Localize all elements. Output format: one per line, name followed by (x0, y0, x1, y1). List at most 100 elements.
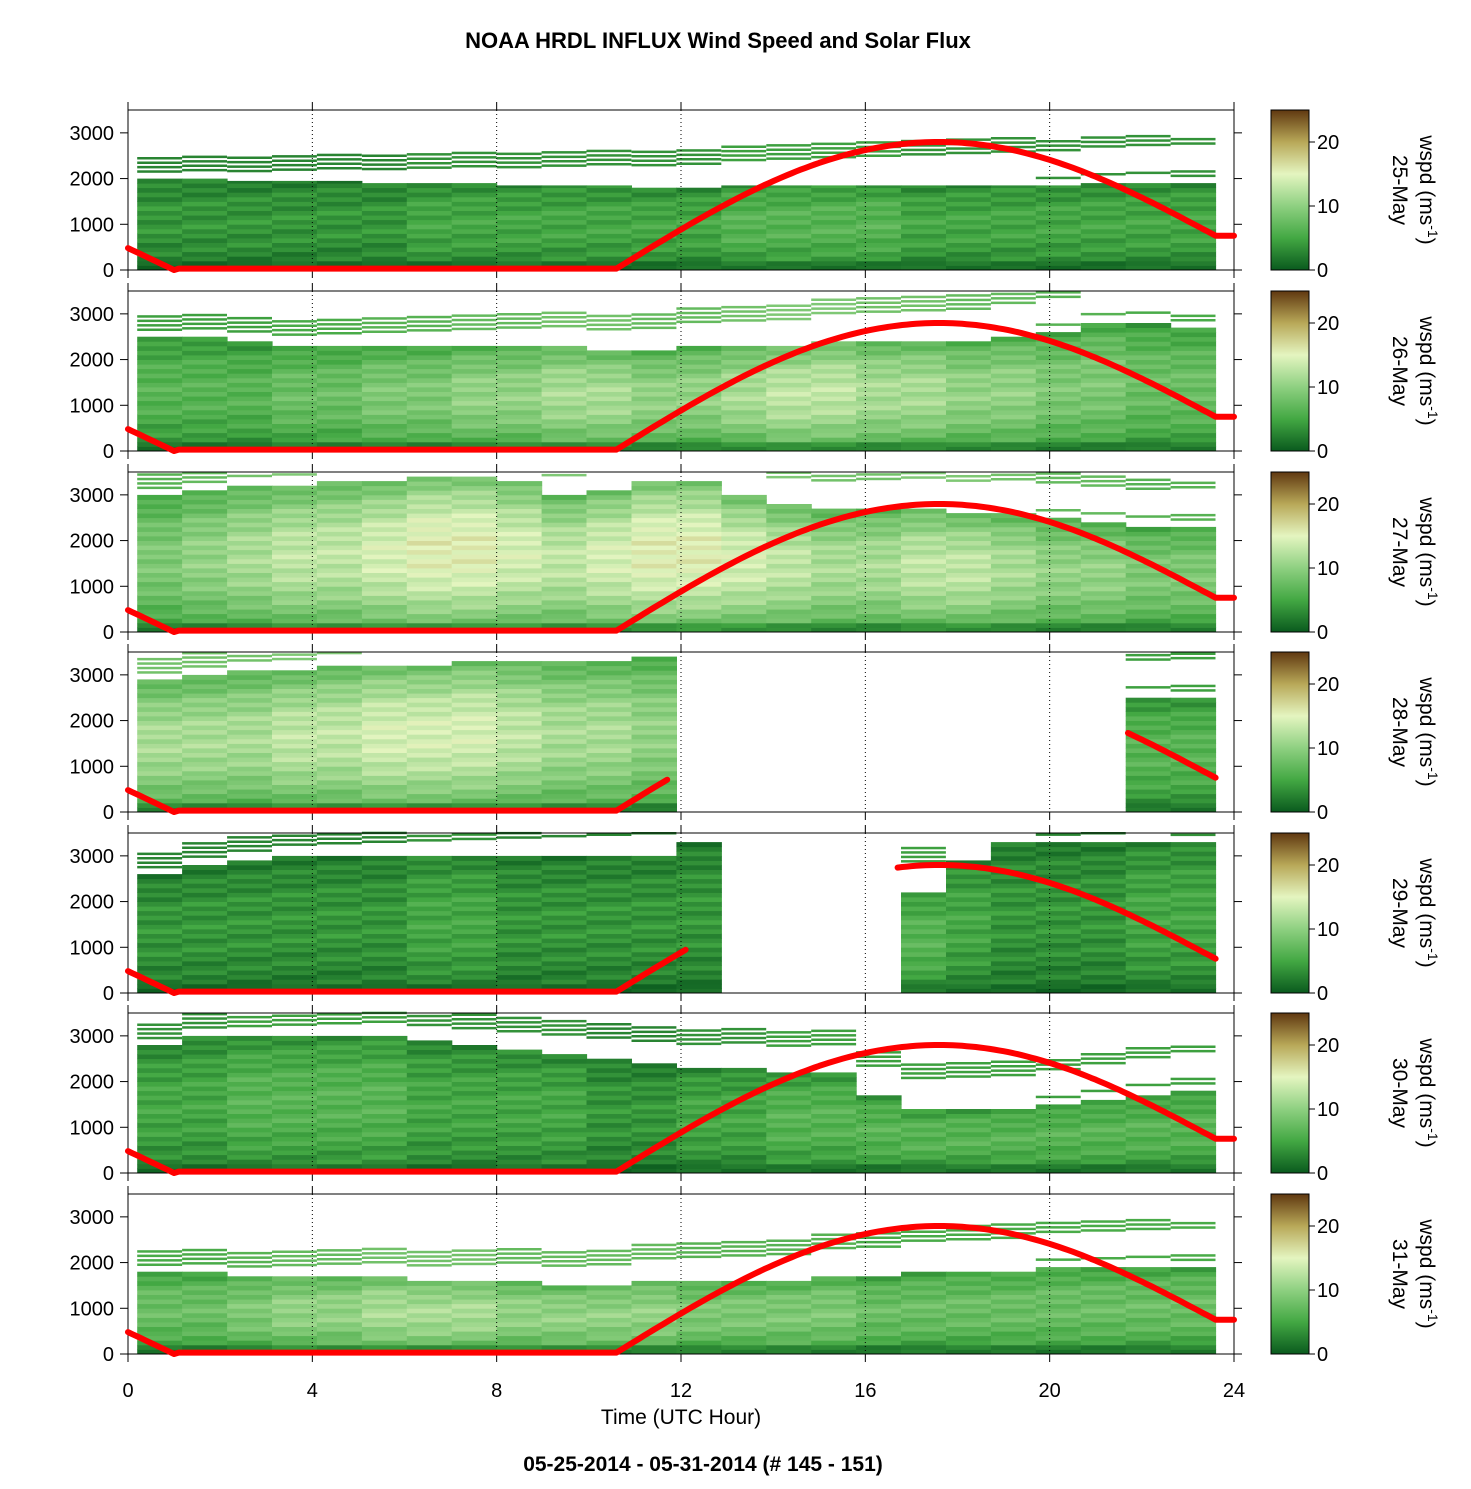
heatmap-cell (676, 526, 722, 532)
heatmap-cell (272, 513, 318, 519)
heatmap-cell (316, 1299, 363, 1305)
heatmap-cell (406, 590, 453, 596)
heatmap-streak (766, 152, 812, 156)
heatmap-cell (541, 414, 588, 420)
heatmap-cell (766, 1150, 812, 1156)
heatmap-cell (316, 938, 363, 944)
heatmap-cell (586, 423, 632, 429)
heatmap-cell (227, 1040, 273, 1046)
heatmap-cell (856, 1294, 902, 1300)
heatmap-cell (766, 206, 812, 211)
heatmap-streak (901, 1067, 946, 1071)
heatmap-cell (901, 1109, 947, 1114)
heatmap-cell (272, 906, 318, 912)
heatmap-cell (361, 1113, 408, 1119)
heatmap-cell (811, 1122, 857, 1128)
heatmap-cell (586, 1326, 632, 1332)
heatmap-cell (182, 558, 228, 564)
heatmap-cell (541, 499, 588, 505)
heatmap-cell (361, 910, 408, 916)
heatmap-cell (541, 1104, 588, 1110)
heatmap-cell (676, 247, 722, 253)
heatmap-cell (451, 1109, 498, 1114)
heatmap-cell (316, 706, 363, 712)
heatmap-streak (227, 165, 272, 168)
heatmap-streak (856, 310, 901, 313)
heatmap-cell (137, 382, 183, 388)
heatmap-cell (361, 233, 408, 239)
heatmap-streak (541, 320, 587, 323)
heatmap-cell (1125, 618, 1172, 624)
heatmap-cell (811, 1131, 857, 1137)
heatmap-streak (811, 1246, 857, 1250)
heatmap-cell (946, 983, 992, 989)
heatmap-cell (182, 919, 228, 925)
heatmap-cell (137, 775, 183, 781)
heatmap-cell (182, 915, 228, 921)
heatmap-cell (1080, 391, 1127, 397)
heatmap-cell (1170, 869, 1217, 875)
heatmap-cell (272, 670, 318, 676)
heatmap-streak (586, 328, 632, 331)
heatmap-streak (676, 1038, 722, 1041)
heatmap-cell (227, 1136, 273, 1142)
heatmap-cell (227, 201, 273, 207)
heatmap-cell (946, 1127, 992, 1133)
heatmap-cell (361, 1141, 408, 1146)
heatmap-cell (361, 757, 408, 763)
heatmap-cell (227, 577, 273, 583)
heatmap-cell (496, 1326, 543, 1332)
heatmap-cell (631, 536, 677, 541)
panel-date-label: 30-May (1388, 1058, 1411, 1129)
heatmap-cell (1170, 183, 1217, 189)
heatmap-cell (541, 684, 588, 689)
heatmap-cell (721, 251, 767, 257)
heatmap-cell (811, 604, 857, 610)
heatmap-cell (406, 1326, 453, 1332)
heatmap-cell (451, 1136, 498, 1142)
heatmap-cell (1080, 251, 1127, 257)
heatmap-cell (406, 196, 453, 202)
heatmap-cell (182, 387, 228, 392)
heatmap-cell (541, 711, 588, 717)
heatmap-cell (137, 748, 183, 753)
heatmap-cell (496, 965, 543, 971)
heatmap-cell (721, 185, 767, 189)
heatmap-cell (451, 485, 498, 491)
heatmap-cell (406, 526, 453, 532)
heatmap-cell (766, 622, 812, 628)
heatmap-cell (901, 373, 947, 379)
heatmap-cell (1125, 238, 1172, 243)
heatmap-streak (766, 1035, 812, 1038)
heatmap-cell (631, 609, 677, 615)
heatmap-cell (766, 441, 812, 447)
heatmap-cell (272, 1340, 318, 1346)
heatmap-streak (1125, 311, 1171, 314)
heatmap-cell (137, 368, 183, 374)
heatmap-cell (631, 513, 677, 519)
heatmap-cell (721, 577, 767, 583)
heatmap-cell (1035, 224, 1082, 230)
heatmap-cell (1035, 336, 1082, 342)
heatmap-streak (676, 1042, 722, 1046)
heatmap-cell (272, 983, 318, 989)
heatmap-cell (361, 766, 408, 772)
heatmap-cell (766, 437, 812, 443)
colorbar-tick-label: 10 (1317, 377, 1339, 399)
heatmap-cell (541, 613, 588, 619)
heatmap-cell (272, 1045, 318, 1050)
heatmap-cell (990, 350, 1037, 356)
heatmap-cell (406, 748, 453, 753)
heatmap-cell (811, 341, 857, 347)
heatmap-cell (451, 780, 498, 785)
heatmap-cell (316, 770, 363, 776)
heatmap-cell (316, 187, 363, 193)
heatmap-cell (946, 423, 992, 429)
heatmap-cell (316, 572, 363, 578)
colorbar-gradient (1270, 109, 1310, 271)
heatmap-cell (1080, 887, 1127, 893)
heatmap-cell (721, 536, 767, 541)
heatmap-cell (496, 256, 543, 262)
heatmap-cell (316, 586, 363, 592)
heatmap-cell (182, 590, 228, 596)
